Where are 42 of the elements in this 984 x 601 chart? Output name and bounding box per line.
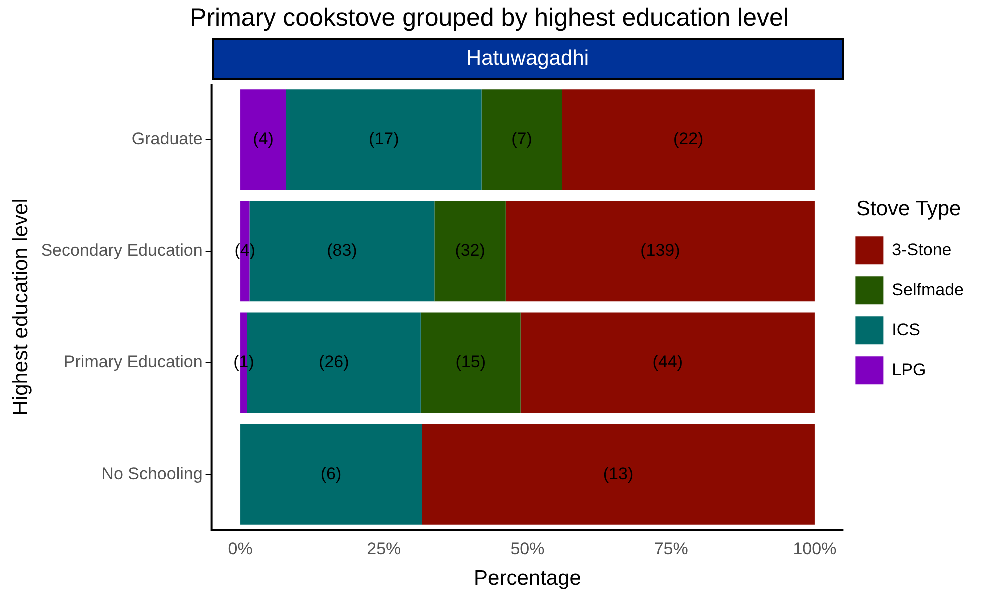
chart-title: Primary cookstove grouped by highest education level (190, 4, 789, 32)
bar (434, 201, 506, 302)
y-tick-label: No Schooling (102, 464, 203, 484)
x-tick-label: 25% (367, 539, 402, 558)
annotation: (4) (253, 129, 274, 148)
legend-label: 3-Stone (892, 240, 952, 260)
annotation: (15) (456, 352, 486, 372)
y-tick-label: Graduate (132, 129, 203, 148)
bar (482, 90, 562, 190)
bar (520, 312, 815, 414)
bar (420, 312, 521, 414)
y-axis-title: Highest education level (9, 198, 32, 416)
legend-label: ICS (892, 320, 921, 340)
x-tick-label: 100% (793, 539, 837, 558)
annotation: (26) (319, 352, 350, 372)
annotation: (1) (234, 352, 254, 372)
annotation: (13) (603, 464, 634, 484)
annotation: (6) (320, 464, 342, 484)
annotation: (44) (652, 352, 684, 372)
legend-label: Selfmade (892, 280, 964, 300)
bar (240, 424, 422, 525)
bar (240, 90, 286, 190)
annotation: (32) (455, 241, 486, 260)
x-tick-label: 75% (654, 539, 688, 558)
annotation: (17) (369, 129, 400, 148)
bar (286, 90, 482, 190)
bar (562, 90, 815, 190)
annotation: (7) (512, 129, 532, 148)
chart-subtitle: Hatuwagadhi (212, 38, 844, 80)
x-tick-label: 50% (510, 539, 545, 558)
y-tick-label: Secondary Education (41, 241, 203, 260)
x-axis-title: Percentage (474, 567, 582, 590)
bar (422, 424, 815, 525)
annotation: (4) (234, 241, 256, 260)
bar (506, 201, 815, 302)
annotation: (83) (327, 241, 358, 260)
legend-label: LPG (892, 360, 926, 380)
annotation: (22) (673, 129, 704, 148)
annotation: (139) (640, 241, 680, 260)
y-tick-label: Primary Education (64, 352, 203, 372)
x-tick-label: 0% (228, 539, 253, 558)
legend-title: Stove Type (856, 198, 962, 221)
